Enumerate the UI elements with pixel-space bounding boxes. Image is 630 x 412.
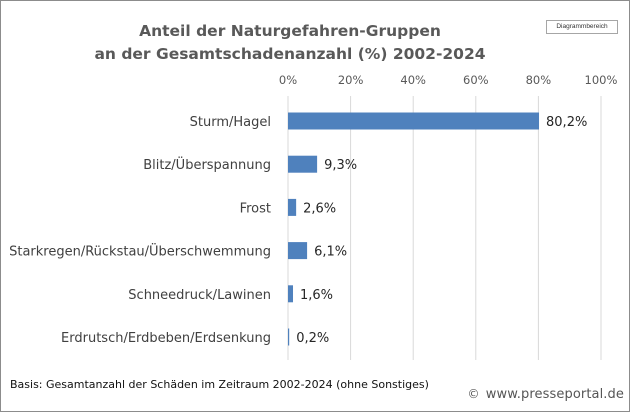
bar xyxy=(288,112,540,130)
category-label: Starkregen/Rückstau/Überschwemmung xyxy=(9,243,271,260)
data-label: 80,2% xyxy=(546,115,587,130)
data-label: 0,2% xyxy=(296,331,329,346)
category-label: Sturm/Hagel xyxy=(190,115,271,130)
data-label: 2,6% xyxy=(303,201,336,216)
bar xyxy=(288,242,308,260)
x-tick-label: 0% xyxy=(279,73,297,87)
category-label: Frost xyxy=(240,201,271,216)
chart-title-line-1: Anteil der Naturgefahren-Gruppen xyxy=(139,22,441,40)
bar xyxy=(288,285,294,303)
credit-text: www.presseportal.de xyxy=(485,387,624,402)
bar xyxy=(288,155,318,173)
category-label: Erdrutsch/Erdbeben/Erdsenkung xyxy=(61,331,271,346)
footnote: Basis: Gesamtanzahl der Schäden im Zeitr… xyxy=(10,378,429,391)
bar xyxy=(288,328,290,346)
category-label: Blitz/Überspannung xyxy=(143,156,271,173)
data-label: 1,6% xyxy=(300,288,333,303)
chart-area-tag: Diagrammbereich xyxy=(546,20,618,34)
copyright-icon: © xyxy=(467,387,480,401)
x-tick-label: 20% xyxy=(338,73,364,87)
category-labels: Sturm/Hagel Blitz/Überspannung Frost Starkr… xyxy=(9,115,271,346)
x-tick-label: 40% xyxy=(400,73,426,87)
data-labels: 80,2% 9,3% 2,6% 6,1% 1,6% 0,2% xyxy=(296,115,587,346)
category-label: Schneedruck/Lawinen xyxy=(128,288,271,303)
x-tick-label: 100% xyxy=(585,73,618,87)
grid-lines xyxy=(287,96,602,360)
data-label: 6,1% xyxy=(314,245,347,260)
x-tick-label: 60% xyxy=(463,73,489,87)
x-tick-label: 80% xyxy=(526,73,552,87)
bar xyxy=(288,198,297,216)
data-label: 9,3% xyxy=(324,158,357,173)
chart-title-line-2: an der Gesamtschadenanzahl (%) 2002-2024 xyxy=(94,45,486,63)
bars xyxy=(288,112,540,346)
x-tick-labels: 0% 20% 40% 60% 80% 100% xyxy=(279,73,618,87)
credit[interactable]: © www.presseportal.de xyxy=(467,387,624,402)
